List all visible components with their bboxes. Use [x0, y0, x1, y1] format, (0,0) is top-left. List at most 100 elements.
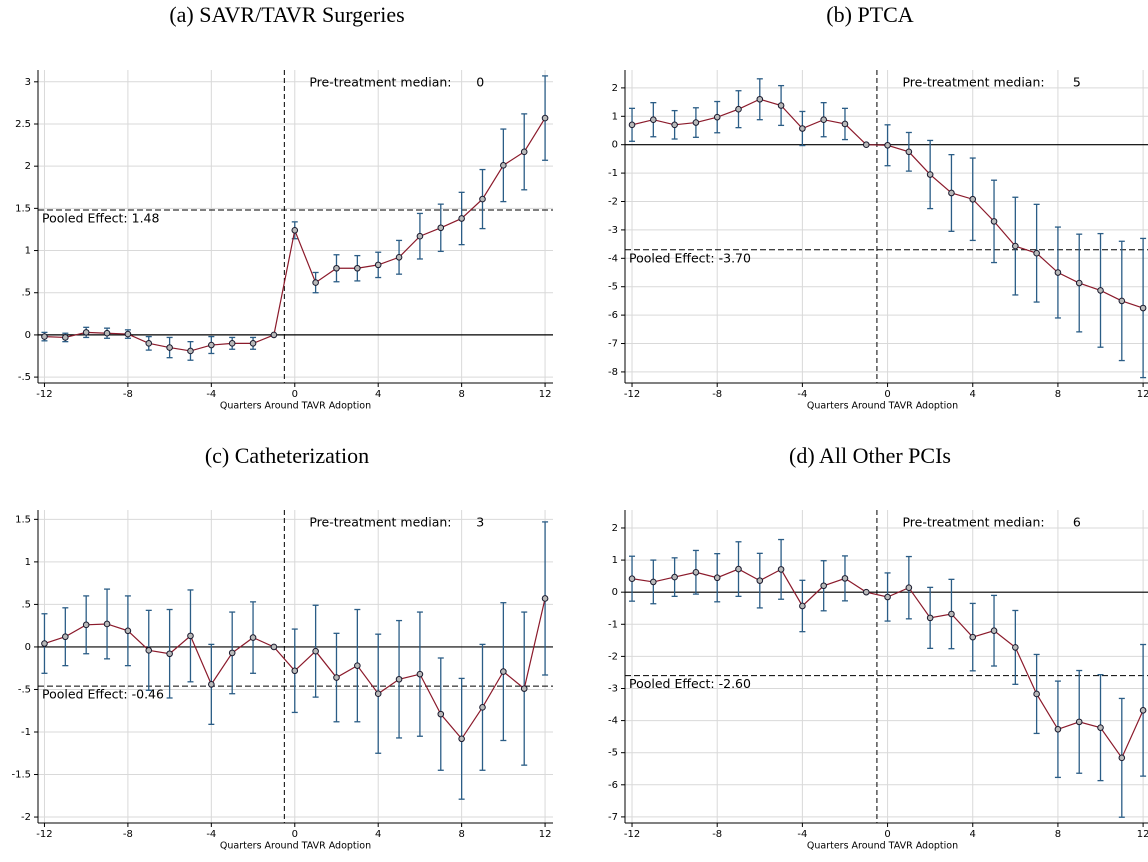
data-point	[312, 279, 319, 286]
y-tick-label: .5	[21, 599, 31, 610]
data-point	[41, 333, 48, 340]
data-point	[500, 668, 507, 675]
data-point	[458, 215, 465, 222]
x-tick-label: 8	[458, 829, 464, 840]
data-point	[884, 593, 891, 601]
median-label: Pre-treatment median:	[309, 515, 451, 530]
x-tick-label: -8	[712, 389, 722, 400]
y-tick-label: -7	[608, 812, 618, 823]
data-point	[926, 614, 934, 622]
x-tick-label: 12	[539, 389, 552, 400]
panel-title: (a) SAVR/TAVR Surgeries	[169, 2, 404, 27]
data-point	[1012, 242, 1019, 250]
y-tick-label: 1.5	[15, 203, 31, 214]
x-tick-label: -8	[123, 389, 133, 400]
data-point	[969, 633, 977, 641]
y-tick-label: -6	[608, 780, 618, 791]
data-point	[777, 566, 785, 573]
x-tick-label: 0	[292, 389, 298, 400]
x-axis-label: Quarters Around TAVR Adoption	[807, 401, 958, 412]
x-tick-label: -12	[624, 389, 640, 400]
median-value: 3	[476, 515, 484, 530]
data-point	[395, 253, 403, 261]
data-point	[1139, 707, 1147, 714]
data-point	[948, 189, 955, 197]
data-point	[374, 261, 382, 269]
data-point	[249, 634, 257, 641]
x-tick-label: 8	[1055, 829, 1061, 840]
data-point	[905, 148, 913, 156]
y-tick-label: -1.5	[11, 770, 31, 781]
x-axis-label: Quarters Around TAVR Adoption	[220, 401, 371, 412]
data-point	[62, 633, 69, 641]
y-tick-label: 0	[25, 330, 31, 341]
y-tick-label: 1	[612, 111, 618, 122]
y-tick-label: 1.5	[15, 514, 31, 525]
y-tick-label: -1	[608, 168, 618, 179]
x-tick-label: -4	[797, 829, 807, 840]
y-tick-label: -2	[608, 651, 618, 662]
data-point	[841, 120, 849, 128]
panel-title: (c) Catheterization	[205, 443, 369, 468]
data-point	[1075, 279, 1083, 287]
y-tick-label: -1	[608, 619, 618, 630]
data-point	[1097, 287, 1104, 294]
y-tick-label: 3	[25, 77, 31, 88]
data-point	[479, 195, 486, 203]
x-tick-label: 4	[375, 829, 381, 840]
y-tick-label: 0	[612, 140, 618, 151]
y-tick-label: 2	[25, 161, 31, 172]
pooled-effect-label: Pooled Effect: 1.48	[42, 211, 159, 226]
data-point	[1033, 249, 1040, 257]
panel: (a) SAVR/TAVR Surgeries -.5 0 .5 1 1.5 2 2.5 3 -1…	[15, 2, 553, 412]
data-point	[862, 141, 870, 148]
data-point	[862, 588, 870, 596]
data-point	[841, 575, 849, 582]
data-point	[82, 329, 90, 336]
y-tick-label: -4	[608, 716, 618, 727]
data-point	[799, 125, 806, 132]
y-tick-label: 0	[612, 587, 618, 598]
data-point	[756, 95, 764, 103]
data-point	[650, 116, 657, 124]
data-point	[1097, 724, 1104, 731]
data-point	[437, 710, 445, 718]
data-point	[124, 330, 132, 338]
median-value: 0	[476, 75, 484, 90]
data-point	[990, 627, 998, 635]
x-tick-label: -4	[206, 829, 216, 840]
data-point	[541, 595, 549, 602]
data-point	[82, 621, 90, 629]
panel: (c) Catheterization -2 -1.5 -1 -.5 0 .5 1 1.5 -12…	[11, 443, 553, 852]
x-tick-label: 8	[1055, 389, 1061, 400]
data-point	[541, 114, 549, 122]
x-tick-label: -8	[712, 829, 722, 840]
data-point	[1075, 718, 1083, 726]
y-tick-label: -7	[608, 339, 618, 350]
data-point	[187, 347, 194, 355]
data-point	[354, 662, 361, 669]
data-point	[103, 620, 111, 628]
median-value: 5	[1073, 75, 1081, 90]
data-point	[520, 685, 528, 692]
y-tick-label: 1	[612, 555, 618, 566]
panel-title: (d) All Other PCIs	[789, 443, 951, 468]
y-tick-label: 0	[25, 642, 31, 653]
x-tick-label: 4	[970, 389, 976, 400]
data-point	[208, 341, 215, 349]
data-point	[799, 602, 806, 610]
data-point	[458, 735, 465, 743]
x-tick-label: 0	[884, 389, 890, 400]
data-point	[312, 647, 319, 655]
data-point	[735, 565, 742, 573]
data-point	[270, 331, 278, 339]
data-point	[41, 640, 48, 647]
data-point	[1012, 644, 1019, 651]
y-tick-label: -2	[608, 197, 618, 208]
data-point	[820, 116, 827, 124]
median-label: Pre-treatment median:	[902, 75, 1044, 90]
data-point	[1054, 725, 1062, 733]
data-point	[437, 224, 445, 232]
